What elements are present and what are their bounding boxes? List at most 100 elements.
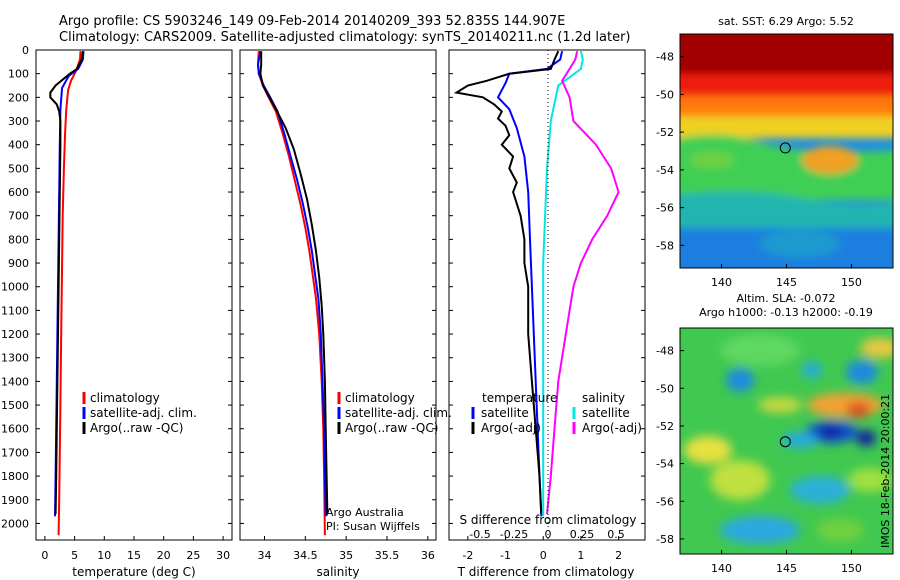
sla-ytick-label-2: -52 (656, 420, 674, 433)
depth-tick-label-6: 600 (8, 186, 29, 199)
differences-xlabel: T difference from climatology (457, 565, 635, 579)
salinity-yticks-group (240, 49, 436, 524)
differences-xtick-label-0: -2 (462, 549, 473, 562)
sla-ytick-label-1: -50 (656, 382, 674, 395)
differences-axes-frame (448, 49, 646, 541)
legend-title-temperature: temperature (482, 391, 557, 405)
figure-title-line1: Argo profile: CS 5903246_149 09-Feb-2014… (59, 14, 565, 29)
temperature-xtick-label-5: 25 (186, 549, 200, 562)
sst-xtick-label-2: 150 (841, 276, 862, 289)
salinity-legend-argo: Argo(..raw -QC) (345, 421, 438, 435)
salinity-series-group (256, 51, 329, 536)
depth-tick-label-17: 1700 (1, 446, 29, 459)
sla-map-panel: Altim. SLA: -0.072 Argo h1000: -0.13 h20… (656, 292, 894, 575)
temperature-series-2 (49, 51, 84, 515)
differences-series-group (453, 50, 620, 517)
s-diff-tick-label-4: 0.5 (607, 528, 625, 541)
depth-tick-label-19: 1900 (1, 494, 29, 507)
sst-ytick-label-3: -54 (656, 164, 674, 177)
differences-series-3 (546, 50, 620, 515)
depth-tick-label-9: 900 (8, 257, 29, 270)
salinity-xtick-label-0: 34 (258, 549, 272, 562)
sla-map-title-line1: Altim. SLA: -0.072 (736, 292, 835, 305)
temperature-yticks-group: 0 100 200 300 400 500 600 700 800 900 1000 1100 1200… (1, 44, 232, 530)
s-diff-tick-label-3: 0.25 (570, 528, 595, 541)
depth-tick-label-15: 1500 (1, 399, 29, 412)
salinity-xtick-label-3: 35.5 (375, 549, 400, 562)
differences-xtick-label-1: -1 (500, 549, 511, 562)
depth-tick-label-0: 0 (22, 44, 29, 57)
temperature-xtick-label-0: 0 (41, 549, 48, 562)
salinity-series-1 (256, 51, 327, 517)
sla-map-title-line2: Argo h1000: -0.13 h2000: -0.19 (699, 306, 873, 319)
sst-ytick-label-1: -50 (656, 88, 674, 101)
temperature-xtick-label-1: 5 (71, 549, 78, 562)
sla-argo-marker (779, 436, 791, 448)
salinity-panel: 34 34.5 35 35.5 36 salinity climatology sate… (239, 49, 452, 579)
salinity-series-2 (259, 51, 329, 515)
sst-argo-marker (779, 142, 791, 154)
sla-ytick-label-4: -56 (656, 495, 674, 508)
sst-ytick-label-5: -58 (656, 239, 674, 252)
sla-ytick-label-5: -58 (656, 533, 674, 546)
salinity-xtick-label-2: 35 (339, 549, 353, 562)
temperature-panel: 0100200300400500600700800900100011001200… (1, 44, 233, 579)
depth-tick-label-20: 2000 (1, 517, 29, 530)
sla-xticks-group: 140 145 150 (711, 550, 862, 575)
salinity-xlabel: salinity (316, 565, 359, 579)
temperature-xtick-label-3: 15 (127, 549, 141, 562)
sst-yticks-group: -48 -50 -52 -54 -56 -58 (656, 51, 684, 252)
differences-sticks-group: -0.5 -0.25 0 0.25 0.5 (469, 528, 624, 541)
differences-series-2 (542, 50, 584, 517)
s-diff-tick-label-2: 0 (545, 528, 552, 541)
depth-tick-label-18: 1800 (1, 470, 29, 483)
salinity-annotation-line1: Argo Australia (326, 506, 404, 519)
depth-tick-label-2: 200 (8, 91, 29, 104)
sst-ytick-label-0: -48 (656, 51, 674, 64)
sla-heatmap-field (680, 328, 893, 554)
sst-ytick-label-2: -52 (656, 126, 674, 139)
salinity-legend: climatology satellite-adj. clim. Argo(..… (337, 391, 452, 435)
depth-tick-label-13: 1300 (1, 352, 29, 365)
sla-xtick-label-2: 150 (841, 562, 862, 575)
sst-xticks-group: 140 145 150 (711, 264, 862, 289)
sst-heatmap-field (680, 34, 893, 268)
depth-tick-label-3: 300 (8, 115, 29, 128)
sla-ytick-label-0: -48 (656, 345, 674, 358)
temperature-legend-argo: Argo(..raw -QC) (90, 421, 183, 435)
differences-xtick-label-4: 2 (615, 549, 622, 562)
depth-tick-label-5: 500 (8, 162, 29, 175)
differences-yticks-group (449, 49, 645, 524)
temperature-series-group (49, 51, 85, 536)
temperature-xtick-label-6: 30 (216, 549, 230, 562)
sla-xtick-label-0: 140 (711, 562, 732, 575)
depth-tick-label-8: 800 (8, 233, 29, 246)
depth-tick-label-14: 1400 (1, 375, 29, 388)
temperature-xlabel: temperature (deg C) (72, 565, 195, 579)
temperature-legend-climatology: climatology (90, 391, 160, 405)
imos-timestamp-stamp: IMOS 18-Feb-2014 20:00:21 (879, 394, 892, 548)
sst-xtick-label-1: 145 (776, 276, 797, 289)
depth-tick-label-4: 400 (8, 139, 29, 152)
depth-tick-label-12: 1200 (1, 328, 29, 341)
sla-xtick-label-1: 145 (776, 562, 797, 575)
differences-s-axis-label: S difference from climatology (460, 513, 637, 527)
sst-map-panel: sat. SST: 6.29 Argo: 5.52 -48 -50 -52 -54 -5… (656, 15, 894, 289)
legend-t-argo: Argo(-adj) (481, 421, 541, 435)
depth-tick-label-10: 1000 (1, 281, 29, 294)
differences-xticks-group: -2 -1 0 1 2 (462, 536, 622, 562)
figure-title-line2: Climatology: CARS2009. Satellite-adjuste… (59, 30, 631, 45)
salinity-legend-climatology: climatology (345, 391, 415, 405)
legend-s-argo: Argo(-adj) (582, 421, 642, 435)
legend-title-salinity: salinity (582, 391, 625, 405)
salinity-axes-frame (239, 49, 437, 541)
depth-tick-label-1: 100 (8, 68, 29, 81)
differences-xtick-label-2: 0 (540, 549, 547, 562)
salinity-xticks-group: 34 34.5 35 35.5 36 (258, 536, 435, 562)
temperature-xticks-group: 0 5 10 15 20 25 30 (41, 536, 230, 562)
s-diff-tick-label-0: -0.5 (469, 528, 490, 541)
depth-tick-label-11: 1100 (1, 304, 29, 317)
differences-series-1 (453, 50, 560, 515)
sla-ytick-label-3: -54 (656, 458, 674, 471)
